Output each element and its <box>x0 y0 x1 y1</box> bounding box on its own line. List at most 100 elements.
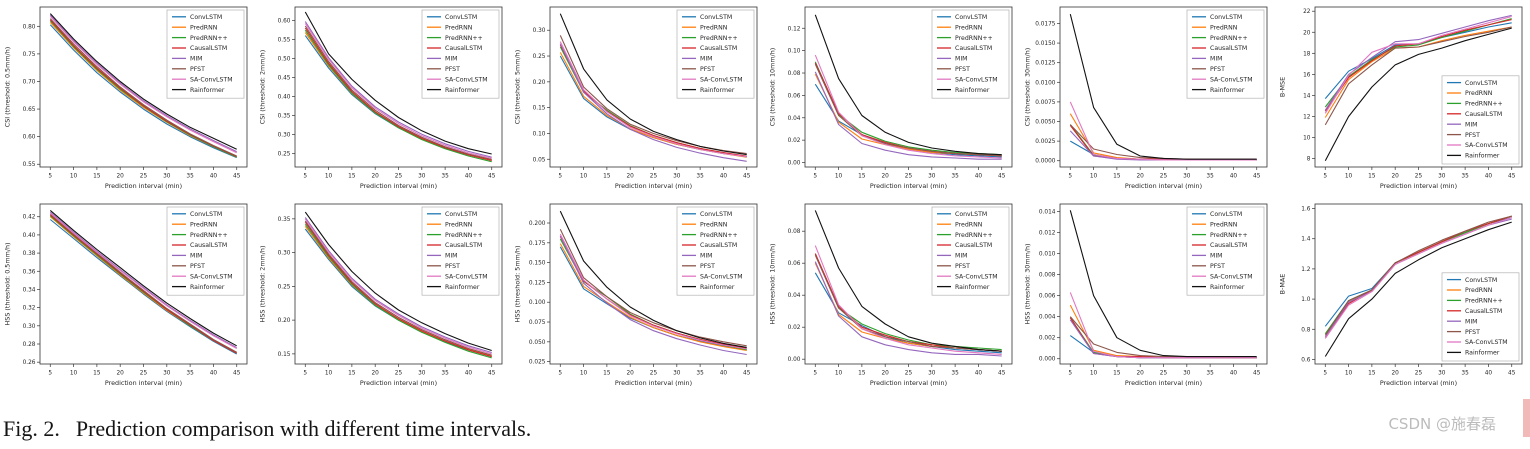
y-axis-label: CSI (threshold: 30mm/h) <box>1024 48 1032 127</box>
legend-label-ConvLSTM: ConvLSTM <box>445 14 477 21</box>
x-axis-label: Prediction interval (min) <box>1380 182 1457 190</box>
series-line-SA-ConvLSTM <box>49 212 237 349</box>
y-tick-label: 0.25 <box>278 152 291 158</box>
legend-label-SA-ConvLSTM: SA-ConvLSTM <box>445 76 488 83</box>
legend-box <box>166 9 245 99</box>
x-tick-label: 20 <box>1136 371 1144 377</box>
legend-label-MIM: MIM <box>190 253 203 260</box>
x-tick-label: 35 <box>1206 174 1214 180</box>
y-tick-label: 0.65 <box>23 107 36 113</box>
legend-label-PFST: PFST <box>1210 66 1225 73</box>
x-tick-label: 45 <box>233 371 241 377</box>
series-line-MIM <box>304 21 492 158</box>
y-tick-label: 0.40 <box>278 95 291 101</box>
legend-label-Rainformer: Rainformer <box>1465 153 1500 160</box>
x-tick-label: 10 <box>1345 174 1353 180</box>
series-line-Rainformer <box>304 11 492 155</box>
y-tick-label: 0.0075 <box>1035 100 1056 106</box>
legend-label-MIM: MIM <box>1210 253 1223 260</box>
subplot-csi-2mm: 5 10 15 20 25 30 35 40 45 0.25 0.30 0.35 0.40 0.45 0.5… <box>255 0 510 197</box>
chart-svg-b-mse: 5 10 15 20 25 30 35 40 45 8 10 12 14 16 18 20 22 Predicti… <box>1279 6 1523 190</box>
y-tick-label: 0.014 <box>1039 209 1056 215</box>
x-tick-label: 10 <box>325 174 333 180</box>
series-line-Rainformer <box>814 210 1002 352</box>
caption-label: Fig. 2. <box>3 416 60 441</box>
y-tick-label: 0.8 <box>1301 327 1311 333</box>
legend-label-PredRNN++: PredRNN++ <box>955 35 993 42</box>
series-line-SA-ConvLSTM <box>49 16 237 154</box>
legend-box <box>1186 9 1265 99</box>
y-tick-label: 14 <box>1303 93 1311 99</box>
y-tick-label: 0.175 <box>529 241 546 247</box>
y-tick-label: 0.10 <box>788 49 801 55</box>
y-tick-label: 0.10 <box>533 131 546 137</box>
y-tick-label: 0.15 <box>278 352 291 358</box>
y-tick-label: 0.04 <box>788 293 801 299</box>
y-axis-label: HSS (threshold: 30mm/h) <box>1024 243 1032 324</box>
series-line-Rainformer <box>1069 210 1257 358</box>
y-tick-label: 22 <box>1303 9 1311 15</box>
x-tick-label: 35 <box>441 174 449 180</box>
legend: ConvLSTM PredRNN PredRNN++ CausalLSTM MIM PFS… <box>166 206 245 296</box>
legend-label-Rainformer: Rainformer <box>1465 350 1500 357</box>
series-line-Rainformer <box>814 14 1002 156</box>
x-axis-label: Prediction interval (min) <box>105 182 182 190</box>
x-tick-label: 5 <box>48 371 52 377</box>
x-tick-label: 10 <box>580 371 588 377</box>
y-axis-label: CSI (threshold: 0.5mm/h) <box>4 47 12 128</box>
y-tick-label: 20 <box>1303 30 1311 36</box>
watermark-text: CSDN @施春磊 <box>1388 415 1496 433</box>
legend-label-CausalLSTM: CausalLSTM <box>700 242 737 249</box>
legend-label-ConvLSTM: ConvLSTM <box>1210 14 1242 21</box>
y-axis-label: CSI (threshold: 2mm/h) <box>259 50 267 124</box>
x-axis-label: Prediction interval (min) <box>870 379 947 387</box>
legend-box <box>931 9 1010 99</box>
legend-label-PredRNN++: PredRNN++ <box>190 232 228 239</box>
x-tick-label: 15 <box>1113 371 1121 377</box>
legend-box <box>1186 206 1265 296</box>
series-line-PFST <box>1324 26 1512 126</box>
x-tick-label: 35 <box>186 174 194 180</box>
series-line-CausalLSTM <box>559 44 747 157</box>
x-tick-label: 15 <box>858 174 866 180</box>
x-tick-label: 35 <box>696 174 704 180</box>
legend-box <box>166 206 245 296</box>
x-tick-label: 20 <box>371 371 379 377</box>
chart-svg-hss-10mm: 5 10 15 20 25 30 35 40 45 0.00 0.02 0.04 0.06 0.08 Pre… <box>769 203 1013 387</box>
x-tick-label: 25 <box>395 371 403 377</box>
x-tick-label: 25 <box>140 371 148 377</box>
legend-label-SA-ConvLSTM: SA-ConvLSTM <box>700 273 743 280</box>
y-tick-label: 0.34 <box>23 287 36 293</box>
x-tick-label: 5 <box>303 371 307 377</box>
x-tick-label: 35 <box>951 174 959 180</box>
y-tick-label: 0.25 <box>278 284 291 290</box>
legend-label-PredRNN++: PredRNN++ <box>1465 101 1503 108</box>
chart-svg-csi-30mm: 5 10 15 20 25 30 35 40 45 0.0000 0.0025 0.0050 0.007… <box>1024 6 1268 190</box>
y-tick-label: 0.32 <box>23 306 36 312</box>
y-tick-label: 0.0025 <box>1035 139 1056 145</box>
series-line-Rainformer <box>559 13 747 156</box>
legend-label-PFST: PFST <box>445 66 460 73</box>
legend-box <box>421 9 500 99</box>
x-tick-label: 15 <box>1368 371 1376 377</box>
x-tick-label: 25 <box>1415 371 1423 377</box>
y-tick-label: 0.28 <box>23 342 36 348</box>
x-tick-label: 40 <box>1230 174 1238 180</box>
x-tick-label: 15 <box>93 174 101 180</box>
series-line-ConvLSTM <box>49 24 237 159</box>
y-tick-label: 0.60 <box>278 18 291 24</box>
legend-label-PFST: PFST <box>190 66 205 73</box>
x-tick-label: 45 <box>743 174 751 180</box>
legend-label-PredRNN++: PredRNN++ <box>190 35 228 42</box>
y-tick-label: 8 <box>1307 157 1311 163</box>
x-tick-label: 45 <box>488 371 496 377</box>
x-tick-label: 45 <box>233 174 241 180</box>
x-tick-label: 30 <box>673 174 681 180</box>
y-tick-label: 0.0175 <box>1035 21 1056 27</box>
legend-label-CausalLSTM: CausalLSTM <box>445 242 482 249</box>
legend-label-SA-ConvLSTM: SA-ConvLSTM <box>700 76 743 83</box>
legend-label-CausalLSTM: CausalLSTM <box>700 45 737 52</box>
x-tick-label: 5 <box>303 174 307 180</box>
y-tick-label: 0.0000 <box>1035 159 1056 165</box>
y-tick-label: 0.20 <box>533 80 546 86</box>
